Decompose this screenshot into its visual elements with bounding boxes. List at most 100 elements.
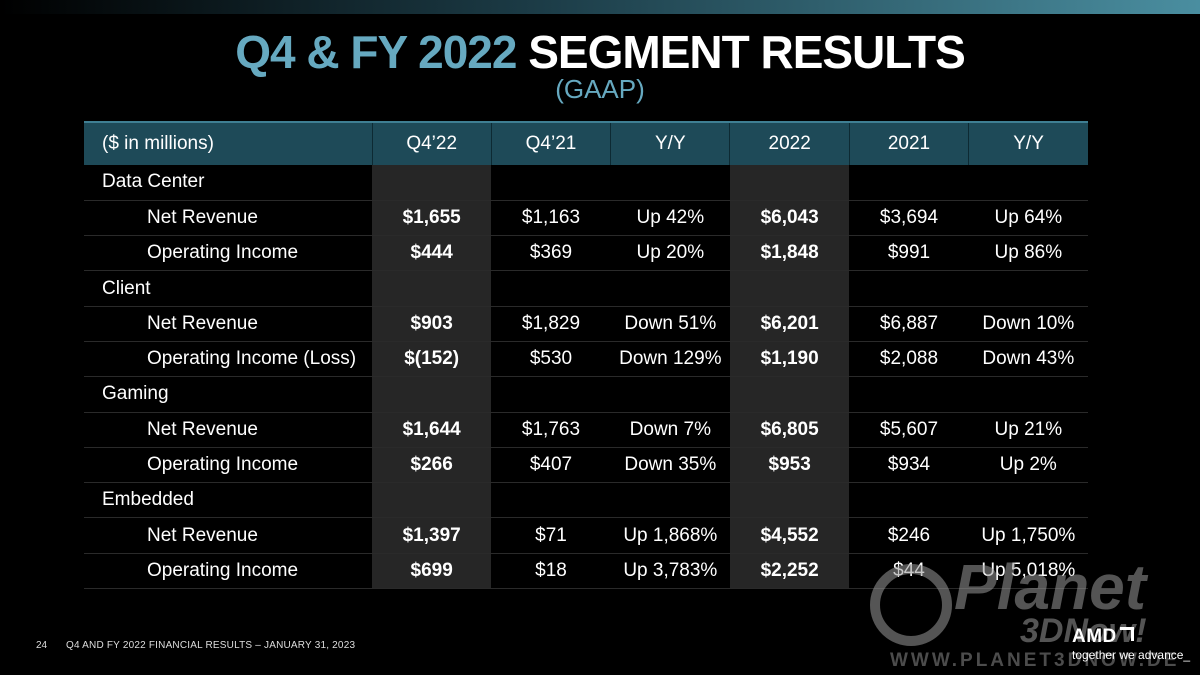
metric-label: Operating Income xyxy=(84,447,372,484)
table-cell: $953 xyxy=(729,447,850,484)
table-cell: $903 xyxy=(372,306,492,342)
table-cell: Up 86% xyxy=(968,235,1088,272)
table-row: Embedded xyxy=(84,482,1088,519)
top-accent-bar xyxy=(0,0,1200,14)
metric-label: Net Revenue xyxy=(84,412,372,448)
table-cell: $2,252 xyxy=(729,553,850,590)
header-cell: 2021 xyxy=(848,121,969,165)
table-cell: $6,043 xyxy=(729,200,850,237)
header-cell: Q4’22 xyxy=(371,121,492,165)
table-cell xyxy=(610,165,730,201)
table-row: Net Revenue $1,644 $1,763 Down 7% $6,805 $5,6… xyxy=(84,412,1088,448)
table-cell: $1,190 xyxy=(729,341,850,378)
table-cell xyxy=(491,482,611,519)
segment-label: Data Center xyxy=(84,165,372,201)
table-cell: $1,644 xyxy=(372,412,492,448)
table-cell: Down 129% xyxy=(610,341,730,378)
table-cell xyxy=(372,376,492,413)
table-cell: Up 20% xyxy=(610,235,730,272)
table-cell xyxy=(729,482,850,519)
table-cell xyxy=(610,482,730,519)
title-accent: Q4 & FY 2022 xyxy=(235,26,517,78)
table-cell xyxy=(849,270,969,307)
header-cell: Q4’21 xyxy=(490,121,611,165)
metric-label: Operating Income xyxy=(84,553,372,590)
page-title: Q4 & FY 2022 SEGMENT RESULTS xyxy=(0,28,1200,76)
segment-label: Client xyxy=(84,270,372,307)
amd-logo-text: AMD xyxy=(1072,626,1117,647)
table-cell: $530 xyxy=(491,341,611,378)
segment-label: Embedded xyxy=(84,482,372,519)
table-row: Net Revenue $903 $1,829 Down 51% $6,201 $6,88… xyxy=(84,306,1088,342)
table-cell: $3,694 xyxy=(849,200,969,237)
table-cell: $5,607 xyxy=(849,412,969,448)
table-cell xyxy=(610,376,730,413)
table-cell xyxy=(491,376,611,413)
table-body: Data Center Net Revenue $1,655 $1,163 Up 42%… xyxy=(84,165,1088,590)
table-cell: Up 1,868% xyxy=(610,517,730,554)
table-cell xyxy=(372,270,492,307)
table-cell xyxy=(372,482,492,519)
header-cell: 2022 xyxy=(729,121,850,165)
table-cell: $699 xyxy=(372,553,492,590)
table-cell: Up 2% xyxy=(968,447,1088,484)
table-cell xyxy=(849,482,969,519)
metric-label: Net Revenue xyxy=(84,200,372,237)
header-cell: Y/Y xyxy=(610,121,730,165)
header-cell: ($ in millions) xyxy=(84,121,372,165)
table-cell xyxy=(491,270,611,307)
table-cell: $1,848 xyxy=(729,235,850,272)
table-cell: $444 xyxy=(372,235,492,272)
table-row: Operating Income $444 $369 Up 20% $1,848 $991… xyxy=(84,235,1088,272)
table-row: Operating Income $699 $18 Up 3,783% $2,252 $4… xyxy=(84,553,1088,590)
table-cell: $1,829 xyxy=(491,306,611,342)
table-header-row: ($ in millions) Q4’22 Q4’21 Y/Y 2022 202… xyxy=(84,121,1088,165)
table-cell: $6,201 xyxy=(729,306,850,342)
table-cell: Down 10% xyxy=(968,306,1088,342)
amd-arrow-icon xyxy=(1119,627,1134,641)
amd-logo: AMD xyxy=(1072,626,1134,648)
table-cell xyxy=(968,270,1088,307)
table-cell xyxy=(968,482,1088,519)
metric-label: Operating Income (Loss) xyxy=(84,341,372,378)
table-cell: Up 5,018% xyxy=(968,553,1088,590)
table-cell: $6,805 xyxy=(729,412,850,448)
table-cell: $266 xyxy=(372,447,492,484)
page-number: 24 xyxy=(36,640,48,651)
metric-label: Operating Income xyxy=(84,235,372,272)
table-cell xyxy=(729,376,850,413)
table-cell: $1,163 xyxy=(491,200,611,237)
table-cell: $4,552 xyxy=(729,517,850,554)
table-cell: $6,887 xyxy=(849,306,969,342)
table-cell xyxy=(729,270,850,307)
table-cell: Up 42% xyxy=(610,200,730,237)
table-cell xyxy=(491,165,611,201)
table-cell xyxy=(729,165,850,201)
table-cell: $934 xyxy=(849,447,969,484)
header-cell: Y/Y xyxy=(968,121,1088,165)
brand-tagline: together we advance_ xyxy=(1072,648,1191,662)
footer-text: Q4 AND FY 2022 FINANCIAL RESULTS – JANUA… xyxy=(66,640,356,651)
table-cell: $1,655 xyxy=(372,200,492,237)
table-cell: $(152) xyxy=(372,341,492,378)
table-row: Client xyxy=(84,270,1088,307)
table-cell: $246 xyxy=(849,517,969,554)
table-cell: $1,763 xyxy=(491,412,611,448)
table-cell xyxy=(849,165,969,201)
table-cell xyxy=(610,270,730,307)
table-cell: Down 35% xyxy=(610,447,730,484)
page-subtitle: (GAAP) xyxy=(555,74,645,104)
table-cell: Down 43% xyxy=(968,341,1088,378)
table-cell: $71 xyxy=(491,517,611,554)
table-cell: Up 64% xyxy=(968,200,1088,237)
metric-label: Net Revenue xyxy=(84,517,372,554)
metric-label: Net Revenue xyxy=(84,306,372,342)
table-cell: $18 xyxy=(491,553,611,590)
table-cell xyxy=(968,376,1088,413)
title-main: SEGMENT RESULTS xyxy=(528,26,966,78)
table-cell: $369 xyxy=(491,235,611,272)
table-cell: Up 3,783% xyxy=(610,553,730,590)
segment-label: Gaming xyxy=(84,376,372,413)
table-row: Operating Income $266 $407 Down 35% $953 $934… xyxy=(84,447,1088,484)
table-cell: Up 21% xyxy=(968,412,1088,448)
